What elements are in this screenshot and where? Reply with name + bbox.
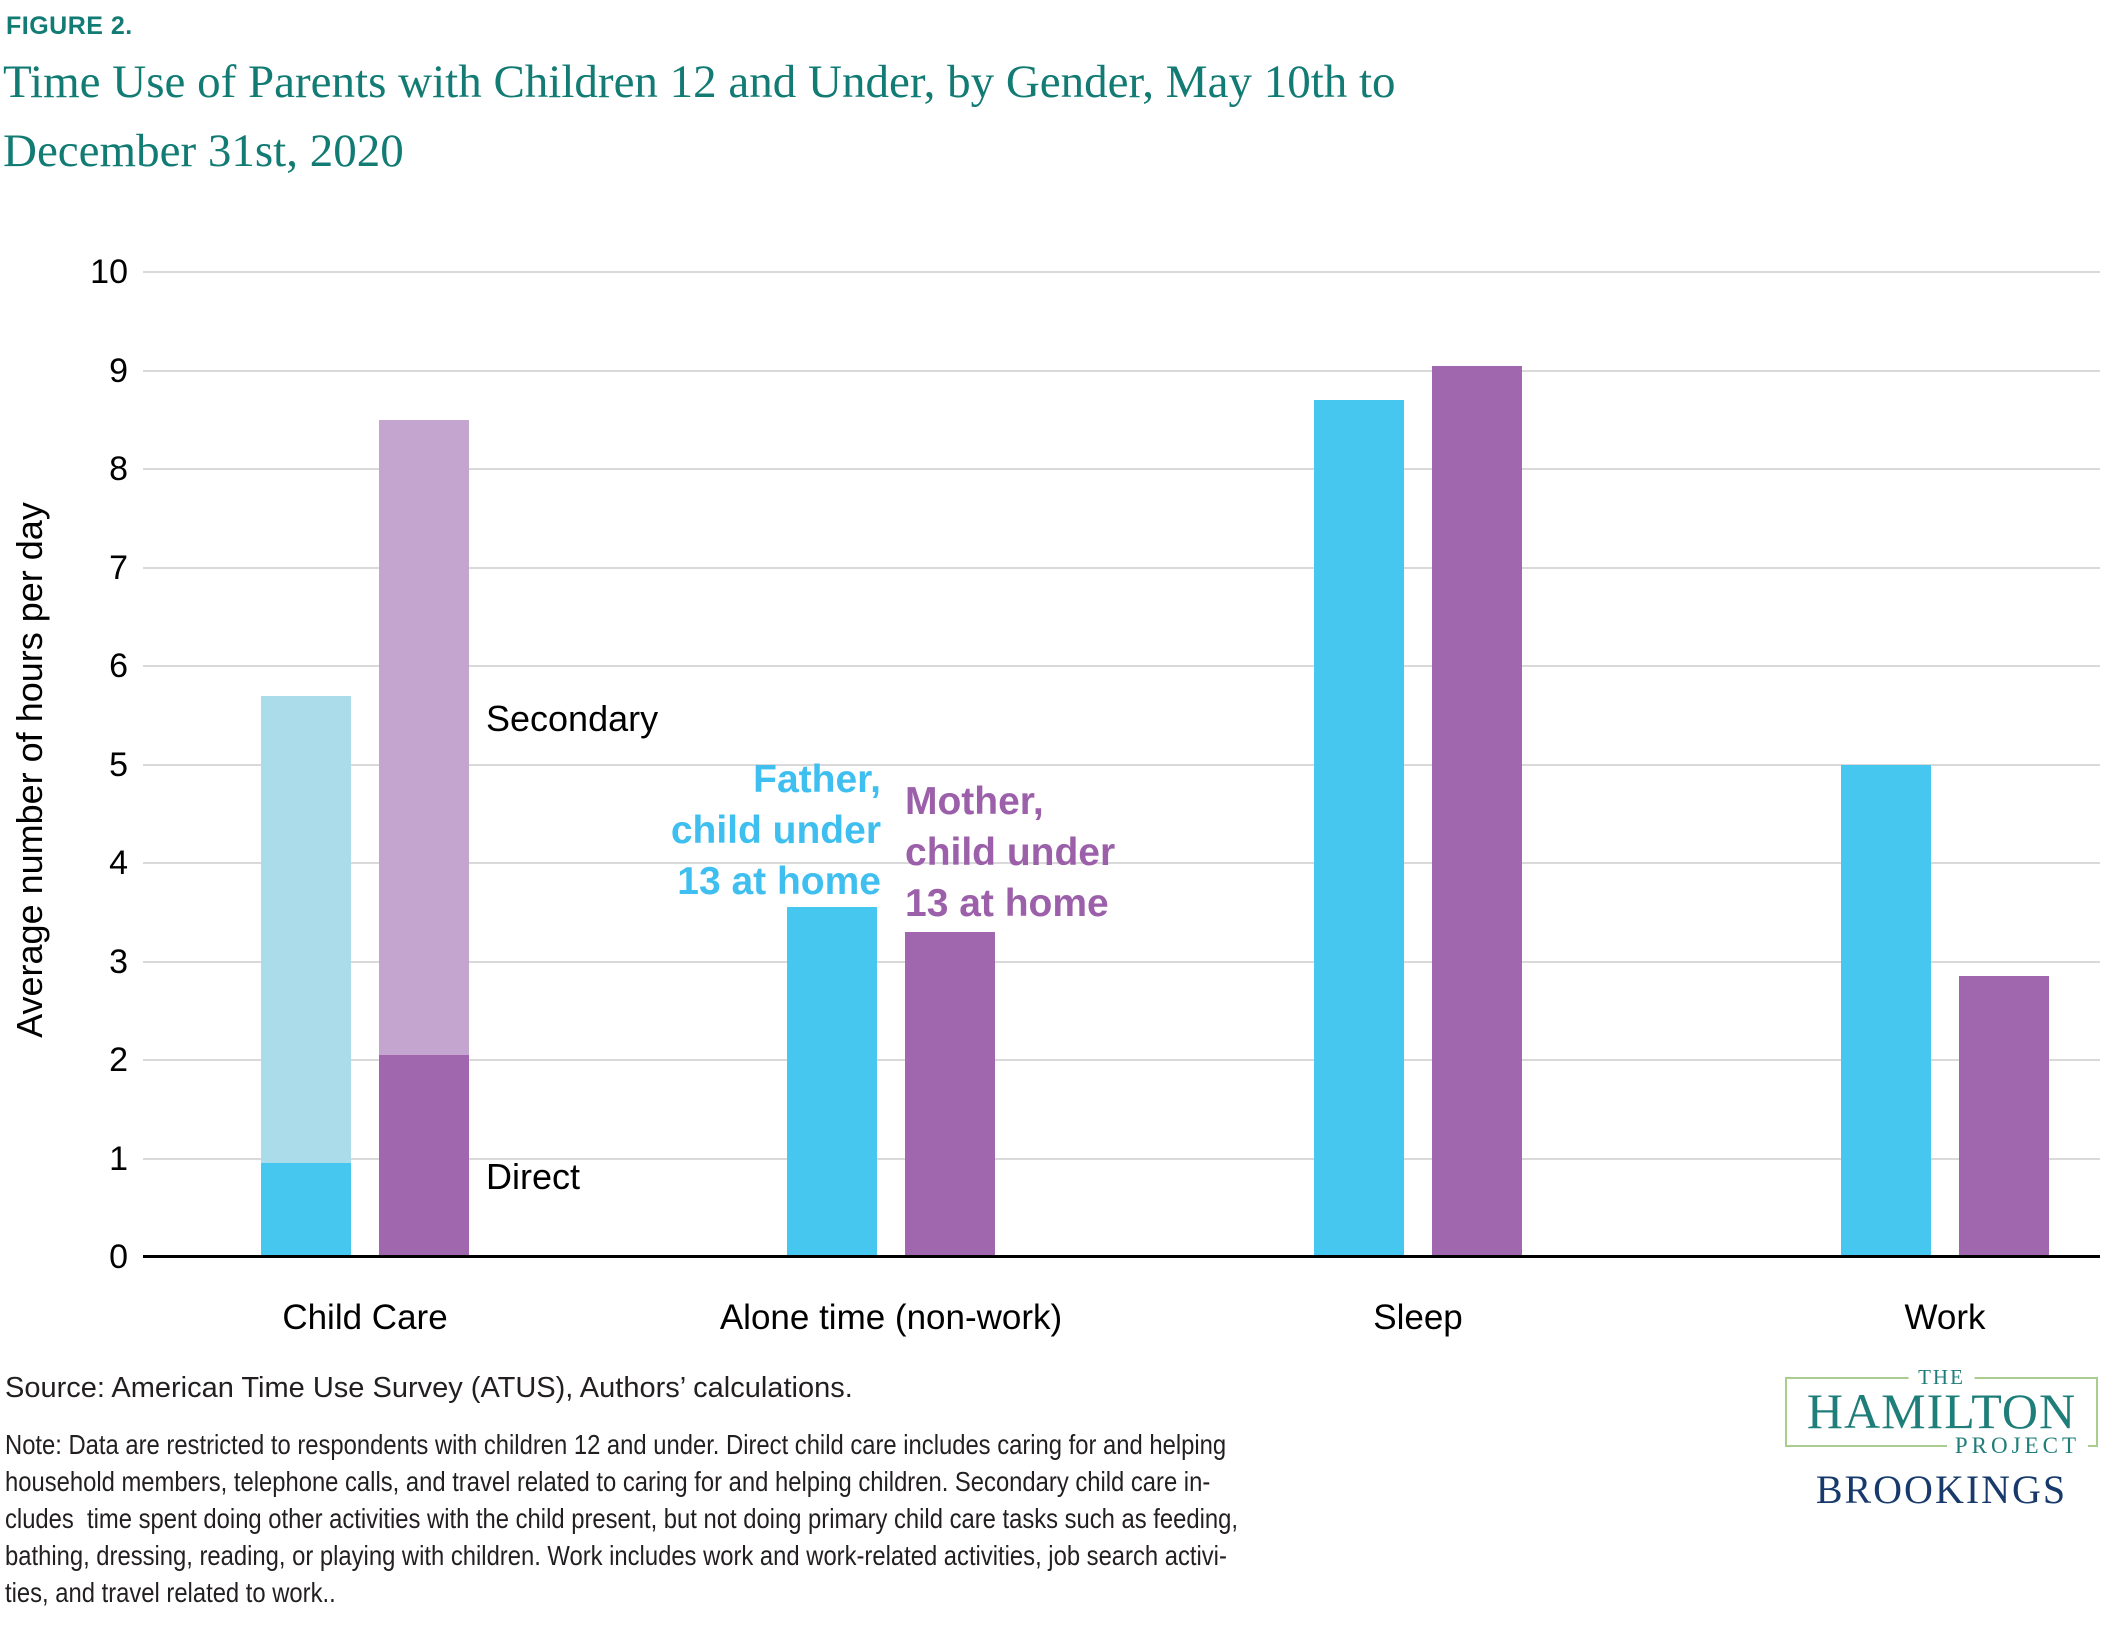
x-axis-category-label-work: Work (1904, 1298, 1986, 1337)
logo-hamilton: HAMILTON (1806, 1383, 2077, 1439)
bar-child-care-mother-direct (379, 1055, 469, 1257)
y-tick-label-4: 4 (109, 844, 128, 882)
mother-series-label: Mother, child under 13 at home (905, 780, 1116, 925)
figure-title-line1: Time Use of Parents with Children 12 and… (3, 56, 1396, 108)
brookings-logo: BROOKINGS (1815, 1467, 2068, 1512)
gridline-9 (143, 369, 2100, 372)
x-axis-line (143, 1255, 2100, 1258)
y-tick-label-2: 2 (109, 1041, 128, 1079)
bar-work-mother-direct (1959, 976, 2049, 1257)
bar-alone-time-non-work-mother-direct (905, 931, 995, 1257)
gridline-10 (143, 271, 2100, 273)
bar-sleep-father-direct (1314, 400, 1404, 1257)
y-tick-label-10: 10 (90, 253, 128, 291)
y-tick-label-6: 6 (109, 647, 128, 685)
y-tick-label-8: 8 (109, 450, 128, 488)
y-tick-label-1: 1 (109, 1139, 128, 1178)
x-axis-category-label-child-care: Child Care (282, 1298, 448, 1337)
direct-stack-label: Direct (486, 1156, 581, 1197)
figure-label: FIGURE 2. (6, 12, 133, 40)
bar-child-care-father-secondary (261, 695, 351, 1164)
gridline-6 (143, 665, 2100, 667)
source-text: Source: American Time Use Survey (ATUS),… (5, 1372, 853, 1404)
gridline-1 (143, 1157, 2100, 1160)
gridline-2 (143, 1059, 2100, 1061)
gridline-3 (143, 960, 2100, 963)
father-series-label: Father, child under 13 at home (670, 758, 881, 903)
gridline-5 (143, 763, 2100, 766)
bar-sleep-mother-direct (1432, 365, 1522, 1257)
gridline-8 (143, 468, 2100, 470)
secondary-stack-label: Secondary (486, 698, 659, 739)
y-tick-label-3: 3 (109, 942, 128, 981)
logo-project: PROJECT (1946, 1433, 2088, 1459)
gridline-7 (143, 566, 2100, 569)
bar-alone-time-non-work-father-direct (787, 907, 877, 1257)
y-tick-label-9: 9 (109, 351, 128, 390)
hamilton-project-logo: THE HAMILTON PROJECT (1785, 1365, 2098, 1459)
figure-title: Time Use of Parents with Children 12 and… (3, 48, 1396, 186)
logo-the: THE (1908, 1365, 1975, 1390)
note-text: Note: Data are restricted to respondents… (5, 1429, 1238, 1608)
gridline-4 (143, 862, 2100, 864)
y-tick-label-5: 5 (109, 745, 128, 784)
x-axis-category-label-sleep: Sleep (1373, 1298, 1463, 1337)
y-tick-label-0: 0 (109, 1238, 128, 1276)
bar-child-care-mother-secondary (379, 419, 469, 1056)
bar-work-father-direct (1841, 764, 1931, 1257)
x-axis-category-label-alone-time-non-work: Alone time (non-work) (719, 1298, 1063, 1337)
figure-title-line2: December 31st, 2020 (3, 125, 404, 177)
bar-child-care-father-direct (261, 1163, 351, 1257)
y-tick-label-7: 7 (109, 548, 128, 587)
